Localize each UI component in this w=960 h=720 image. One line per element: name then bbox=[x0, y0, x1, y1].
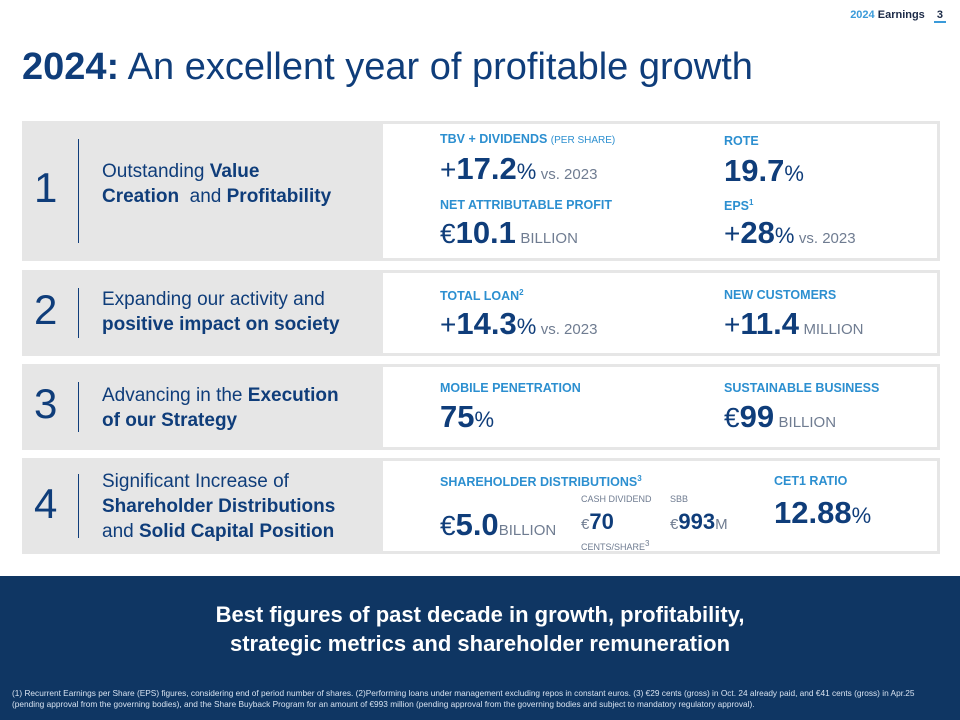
kpi-value-mobile: 75% bbox=[440, 399, 495, 434]
summary-banner: Best figures of past decade in growth, p… bbox=[0, 576, 960, 720]
header-label: Earnings bbox=[877, 9, 925, 21]
row-value-creation: 1 Outstanding Value Creation and Profita… bbox=[22, 121, 940, 261]
page-number: 3 bbox=[933, 9, 946, 23]
kpi-panel: MOBILE PENETRATION 75% SUSTAINABLE BUSIN… bbox=[383, 367, 937, 447]
page-title: 2024: An excellent year of profitable gr… bbox=[22, 46, 753, 89]
kpi-value-distributions: €5.0BILLION bbox=[440, 507, 557, 542]
kpi-value-profit: €10.1 BILLION bbox=[440, 215, 578, 250]
row-number: 2 bbox=[34, 286, 58, 333]
row-title: Outstanding Value Creation and Profitabi… bbox=[102, 161, 332, 207]
row-heading: 1 Outstanding Value Creation and Profita… bbox=[22, 121, 383, 261]
kpi-label-tbv: TBV + DIVIDENDS (PER SHARE) bbox=[440, 132, 616, 146]
row-number: 3 bbox=[34, 380, 58, 427]
kpi-label-profit: NET ATTRIBUTABLE PROFIT bbox=[440, 198, 612, 212]
kpi-label-distributions: SHAREHOLDER DISTRIBUTIONS3 bbox=[440, 474, 642, 490]
cash-dividend-value: €70 bbox=[581, 509, 614, 534]
row-distributions: 4 Significant Increase of Shareholder Di… bbox=[22, 458, 940, 554]
row-title: Expanding our activity and positive impa… bbox=[102, 289, 340, 335]
divider bbox=[78, 382, 79, 432]
kpi-label-sustainable: SUSTAINABLE BUSINESS bbox=[724, 381, 880, 395]
kpi-value-eps: +28% vs. 2023 bbox=[724, 215, 856, 250]
cash-dividend-label: CASH DIVIDEND bbox=[581, 494, 652, 504]
kpi-panel: TOTAL LOAN2 +14.3% vs. 2023 NEW CUSTOMER… bbox=[383, 273, 937, 353]
title-year: 2024: bbox=[22, 46, 120, 88]
kpi-value-tbv: +17.2% vs. 2023 bbox=[440, 151, 598, 186]
kpi-value-sustainable: €99 BILLION bbox=[724, 399, 837, 434]
banner-message: Best figures of past decade in growth, p… bbox=[215, 602, 745, 656]
kpi-label-mobile: MOBILE PENETRATION bbox=[440, 381, 581, 395]
kpi-panel: SHAREHOLDER DISTRIBUTIONS3 €5.0BILLION C… bbox=[383, 461, 937, 552]
row-number: 4 bbox=[34, 480, 58, 527]
kpi-label-loan: TOTAL LOAN2 bbox=[440, 288, 524, 304]
row-title: Significant Increase of Shareholder Dist… bbox=[102, 471, 336, 542]
footnote: (1) Recurrent Earnings per Share (EPS) f… bbox=[12, 688, 915, 709]
row-heading: 4 Significant Increase of Shareholder Di… bbox=[22, 458, 383, 554]
kpi-label-cet1: CET1 RATIO bbox=[774, 474, 848, 488]
row-activity: 2 Expanding our activity and positive im… bbox=[22, 270, 940, 356]
title-text: An excellent year of profitable growth bbox=[127, 46, 753, 88]
sbb-value: €993M bbox=[670, 509, 728, 534]
row-heading: 2 Expanding our activity and positive im… bbox=[22, 270, 383, 356]
kpi-value-rote: 19.7% bbox=[724, 153, 804, 188]
kpi-label-eps: EPS1 bbox=[724, 198, 754, 214]
kpi-value-customers: +11.4 MILLION bbox=[724, 306, 864, 341]
row-number: 1 bbox=[34, 164, 58, 211]
divider bbox=[78, 288, 79, 338]
header-year: 2024 bbox=[850, 9, 875, 21]
row-strategy: 3 Advancing in the Execution of our Stra… bbox=[22, 364, 940, 450]
kpi-value-loan: +14.3% vs. 2023 bbox=[440, 306, 598, 341]
kpi-label-rote: ROTE bbox=[724, 134, 759, 148]
kpi-value-cet1: 12.88% bbox=[774, 495, 872, 530]
kpi-label-customers: NEW CUSTOMERS bbox=[724, 288, 837, 302]
page-header: 2024 Earnings 3 bbox=[850, 9, 946, 23]
cash-dividend-unit: CENTS/SHARE3 bbox=[581, 539, 650, 552]
sbb-label: SBB bbox=[670, 494, 689, 504]
kpi-panel: TBV + DIVIDENDS (PER SHARE) +17.2% vs. 2… bbox=[383, 124, 937, 258]
row-title: Advancing in the Execution of our Strate… bbox=[102, 385, 339, 431]
row-heading: 3 Advancing in the Execution of our Stra… bbox=[22, 364, 383, 450]
divider bbox=[78, 139, 79, 243]
divider bbox=[78, 474, 79, 538]
